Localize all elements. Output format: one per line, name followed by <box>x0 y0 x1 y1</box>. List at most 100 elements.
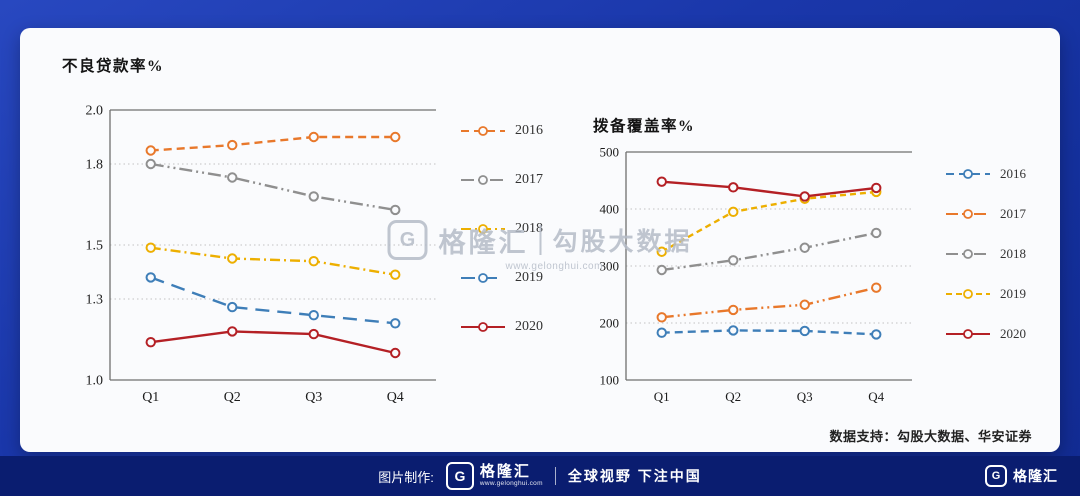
legend-line-sample <box>946 289 990 299</box>
right-chart-title: 拨备覆盖率% <box>593 118 696 135</box>
footer-right-brand: 格隆汇 <box>1013 468 1058 484</box>
legend-item-2020: 2020 <box>460 317 543 337</box>
data-point-2020 <box>871 182 882 194</box>
legend-line-sample <box>461 175 505 185</box>
footer-made-by-label: 图片制作: <box>378 469 434 485</box>
data-source-note: 数据支持：勾股大数据、华安证券 <box>829 429 1032 444</box>
data-point-2016 <box>308 131 319 143</box>
series-line-2019 <box>150 276 396 325</box>
legend-item-2018: 2018 <box>945 244 1026 264</box>
legend-label: 2017 <box>515 172 543 187</box>
legend-item-2016: 2016 <box>945 164 1026 184</box>
provision-coverage-chart: 500 400 300 200 100 Q1 Q2 Q3 Q4 <box>600 145 912 404</box>
gelonghui-logo-text: 格隆汇 www.gelonghui.com <box>480 464 543 488</box>
legend-label: 2020 <box>515 319 543 334</box>
gelonghui-footer-logo-right: G 格隆汇 <box>985 465 1058 487</box>
y-tick-label: 1.5 <box>86 239 104 254</box>
data-point-2016 <box>656 327 667 338</box>
data-point-2020 <box>656 176 667 187</box>
data-point-2020 <box>728 182 739 193</box>
legend-label: 2016 <box>1000 166 1026 181</box>
footer-bar: 图片制作: G 格隆汇 www.gelonghui.com 全球视野 下注中国 … <box>0 456 1080 496</box>
data-point-2020 <box>390 347 401 359</box>
y-tick-label: 1.8 <box>86 158 104 173</box>
data-point-2019 <box>656 246 667 257</box>
legend-line-sample <box>946 329 990 339</box>
data-point-2019 <box>390 318 401 329</box>
y-tick-label: 300 <box>600 259 620 274</box>
x-tick-label: Q3 <box>797 389 813 404</box>
y-tick-label: 400 <box>600 202 620 217</box>
data-point-2016 <box>390 131 401 143</box>
data-point-2017 <box>227 172 238 183</box>
legend-item-2018: 2018 <box>460 219 543 239</box>
footer-brand: 格隆汇 <box>479 463 531 481</box>
footer-brand-url: www.gelonghui.com <box>479 480 543 488</box>
legend-label: 2020 <box>1000 326 1026 341</box>
legend-item-2019: 2019 <box>460 268 543 288</box>
footer-divider <box>554 467 556 485</box>
data-point-2018 <box>227 253 238 264</box>
series-line-2016 <box>661 329 877 336</box>
data-point-2020 <box>799 191 810 202</box>
legend-label: 2019 <box>1000 286 1026 301</box>
data-point-2018 <box>390 269 401 280</box>
data-point-2018 <box>799 242 810 253</box>
gelonghui-footer-logo: G 格隆汇 www.gelonghui.com <box>445 462 543 490</box>
legend-label: 2019 <box>515 270 543 285</box>
data-point-2020 <box>227 326 238 337</box>
legend-item-2017: 2017 <box>460 170 543 190</box>
legend-label: 2018 <box>1000 246 1026 261</box>
right-chart-legend: 2016 2017 2018 2019 2020 <box>945 164 1026 344</box>
legend-item-2016: 2016 <box>460 121 543 141</box>
data-point-2017 <box>799 299 810 310</box>
x-tick-label: Q1 <box>654 389 670 404</box>
gelonghui-logo-icon: G <box>445 462 474 490</box>
series-line-2018 <box>150 246 396 276</box>
legend-line-sample <box>461 224 505 234</box>
legend-label: 2016 <box>515 123 543 138</box>
series-line-2020 <box>150 330 396 355</box>
x-tick-label: Q2 <box>725 389 741 404</box>
legend-line-sample <box>461 322 505 332</box>
chart-card: 不良贷款率% 2.0 1.8 1.5 1.3 1.0 Q1 Q2 Q3 Q4 2016 2017 2… <box>20 28 1060 452</box>
y-tick-label: 500 <box>600 145 620 160</box>
x-tick-label: Q3 <box>305 390 322 405</box>
data-point-2016 <box>145 145 156 156</box>
y-tick-label: 100 <box>600 373 620 388</box>
series-line-2018 <box>661 231 877 272</box>
data-point-2017 <box>145 158 156 170</box>
data-point-2016 <box>799 325 810 337</box>
data-point-2018 <box>308 256 319 267</box>
series-line-2016 <box>150 135 396 152</box>
legend-line-sample <box>461 273 505 283</box>
data-point-2018 <box>145 242 156 253</box>
data-point-2020 <box>308 328 319 340</box>
legend-label: 2017 <box>1000 206 1026 221</box>
legend-item-2020: 2020 <box>945 324 1026 344</box>
data-point-2016 <box>227 139 238 151</box>
data-point-2016 <box>728 325 739 336</box>
data-point-2018 <box>871 227 882 239</box>
y-tick-label: 1.0 <box>86 374 104 389</box>
data-point-2017 <box>871 282 882 293</box>
series-line-2017 <box>661 286 877 319</box>
series-line-2020 <box>661 180 877 198</box>
legend-line-sample <box>946 209 990 219</box>
legend-line-sample <box>461 126 505 136</box>
x-tick-label: Q2 <box>224 390 241 405</box>
left-chart-title: 不良贷款率% <box>62 58 165 75</box>
legend-line-sample <box>946 169 990 179</box>
data-point-2017 <box>656 312 667 323</box>
legend-line-sample <box>946 249 990 259</box>
x-tick-label: Q4 <box>387 390 404 405</box>
data-point-2019 <box>728 206 739 218</box>
data-point-2019 <box>308 310 319 321</box>
footer-slogan: 全球视野 下注中国 <box>567 468 702 484</box>
x-tick-label: Q1 <box>142 390 159 405</box>
series-line-2017 <box>150 162 396 212</box>
gelonghui-logo-icon: G <box>985 465 1007 487</box>
legend-item-2017: 2017 <box>945 204 1026 224</box>
series-line-2019 <box>661 190 877 253</box>
